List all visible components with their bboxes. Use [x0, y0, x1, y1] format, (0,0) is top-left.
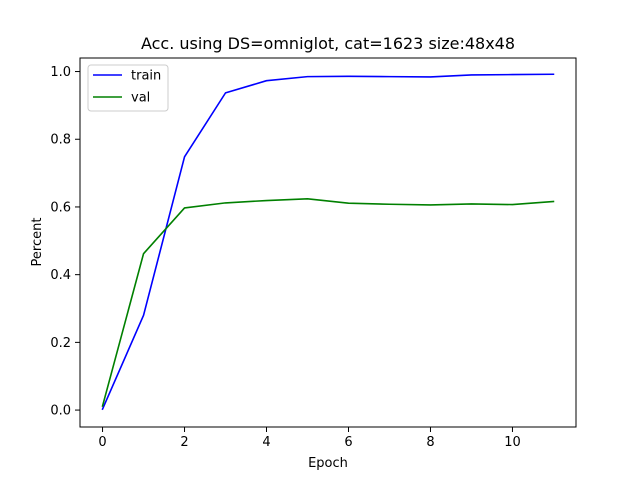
legend-label-val: val: [131, 91, 150, 106]
chart-title: Acc. using DS=omniglot, cat=1623 size:48…: [141, 34, 515, 53]
x-tick-label-0: 0: [98, 435, 106, 450]
x-axis: 0 2 4 6 8 10: [98, 427, 521, 450]
x-tick-label-3: 6: [344, 435, 352, 450]
plot-frame: [79, 57, 577, 428]
x-tick-label-5: 10: [504, 435, 521, 450]
series-line-val: [101, 198, 555, 407]
y-tick-label-3: 0.6: [50, 200, 71, 215]
y-tick-label-0: 0.0: [50, 404, 71, 419]
y-tick-label-5: 1.0: [50, 65, 71, 80]
y-tick-label-1: 0.2: [50, 336, 71, 351]
legend-box: [87, 64, 169, 112]
x-axis-label: Epoch: [308, 456, 348, 471]
x-tick-label-4: 8: [426, 435, 434, 450]
y-axis-label: Percent: [30, 218, 45, 267]
y-tick-label-4: 0.8: [50, 133, 71, 148]
y-tick-label-2: 0.4: [50, 268, 71, 283]
y-axis: 0.0 0.2 0.4 0.6 0.8 1.0: [50, 65, 80, 419]
x-tick-label-1: 2: [180, 435, 188, 450]
series-layer: [101, 73, 555, 411]
x-tick-label-2: 4: [262, 435, 270, 450]
series-line-train: [101, 73, 555, 411]
legend-label-train: train: [131, 69, 161, 84]
legend: train val: [87, 64, 169, 112]
